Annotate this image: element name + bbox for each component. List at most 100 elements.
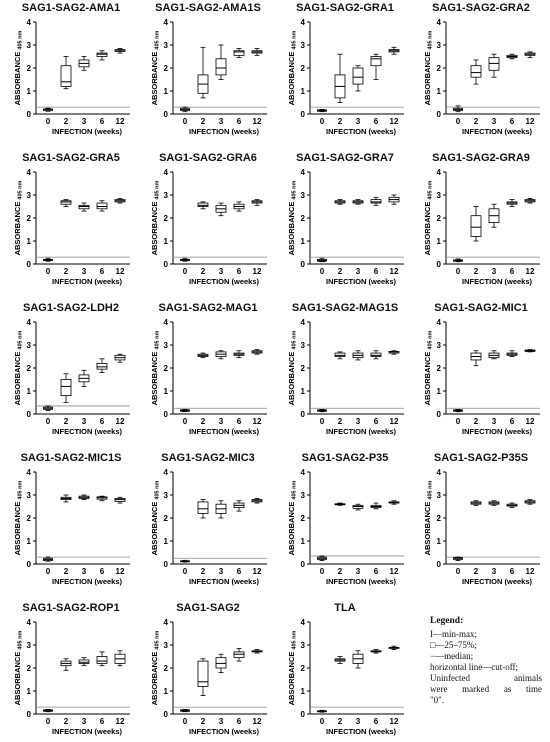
box <box>78 657 90 667</box>
box <box>334 502 346 506</box>
x-tick-label: 2 <box>64 717 69 726</box>
y-tick-label: 2 <box>164 664 169 673</box>
chart-panel: SAG1-SAG2-GRA6 0 1 2 3 4 ABSORBANCE 405 nm 0 2 3 6… <box>139 152 273 292</box>
chart-panel: SAG1-SAG2-P35S 0 1 2 3 4 ABSORBANCE 405 nm 0 2 3 6… <box>412 452 546 592</box>
x-tick-label: 6 <box>100 267 105 276</box>
box <box>251 48 263 56</box>
x-tick-label: 3 <box>356 567 361 576</box>
box <box>334 351 346 360</box>
box <box>251 349 263 355</box>
y-tick-label: 2 <box>437 214 442 223</box>
chart-panel: SAG1-SAG2-GRA7 0 1 2 3 4 ABSORBANCE 405 nm 0 2 3 6… <box>276 152 410 292</box>
x-tick-label: 0 <box>46 717 51 726</box>
box <box>43 709 53 713</box>
chart-panel: TLA 0 1 2 3 4 ABSORBANCE 405 nm 0 2 3 6 12 INFECTION… <box>276 602 410 742</box>
y-tick-label: 3 <box>27 641 32 650</box>
box <box>197 658 209 696</box>
box <box>352 65 364 92</box>
box <box>180 409 190 413</box>
x-tick-label: 3 <box>82 567 87 576</box>
box <box>488 53 500 78</box>
box-iqr <box>60 200 72 205</box>
x-tick-label: 12 <box>526 417 535 426</box>
x-tick-label: 2 <box>338 417 343 426</box>
x-tick-label: 3 <box>492 267 497 276</box>
box-iqr <box>488 57 500 71</box>
box <box>506 199 518 207</box>
x-tick-label: 6 <box>100 567 105 576</box>
y-axis-label: ABSORBANCE 405 nm <box>150 330 161 405</box>
box <box>334 656 346 664</box>
box-iqr <box>197 660 209 687</box>
panel-title: SAG1-SAG2-GRA1 <box>296 2 394 14</box>
panel-title: TLA <box>334 602 356 614</box>
chart-panel: SAG1-SAG2-P35 0 1 2 3 4 ABSORBANCE 405 nm 0 2 3 6 1… <box>276 452 410 592</box>
x-tick-label: 2 <box>338 267 343 276</box>
chart-panel: SAG1-SAG2-GRA9 0 1 2 3 4 ABSORBANCE 405 nm 0 2 3 6… <box>412 152 546 292</box>
x-tick-label: 2 <box>201 567 206 576</box>
x-tick-label: 6 <box>374 267 379 276</box>
x-tick-label: 3 <box>356 267 361 276</box>
box-iqr <box>60 65 72 87</box>
box <box>388 645 400 650</box>
box <box>317 409 327 413</box>
x-tick-label: 6 <box>374 117 379 126</box>
y-tick-label: 4 <box>27 168 32 177</box>
box-iqr <box>370 352 382 357</box>
x-tick-label: 12 <box>253 267 262 276</box>
legend-line: horizontal line—cut-off; <box>430 662 519 672</box>
y-axis-label-sub: 405 nm <box>155 30 161 49</box>
box-iqr <box>96 202 108 210</box>
y-tick-label: 4 <box>27 18 32 27</box>
panel-title: SAG1-SAG2-AMA1S <box>155 2 261 14</box>
chart-panel: SAG1-SAG2 0 1 2 3 4 ABSORBANCE 405 nm 0 2 3 6 12 INF… <box>139 602 273 742</box>
panel-title: SAG1-SAG2-GRA5 <box>22 152 120 164</box>
box-iqr <box>197 501 209 514</box>
x-axis-label: INFECTION (weeks) <box>462 277 533 286</box>
box <box>180 709 190 713</box>
box <box>60 56 72 90</box>
y-tick-label: 4 <box>164 18 169 27</box>
y-tick-label: 2 <box>164 64 169 73</box>
box <box>506 350 518 357</box>
panel-title: SAG1-SAG2 <box>176 602 240 614</box>
box-iqr <box>233 50 245 56</box>
y-axis-label: ABSORBANCE 405 nm <box>13 330 24 405</box>
x-tick-label: 0 <box>320 717 325 726</box>
box <box>43 257 53 262</box>
box <box>233 48 245 59</box>
box <box>352 650 364 669</box>
x-tick-label: 2 <box>474 267 479 276</box>
panel-title: SAG1-SAG2-MIC3 <box>161 452 255 464</box>
chart-panel: SAG1-SAG2-MAG1S 0 1 2 3 4 ABSORBANCE 405 nm 0 2 3… <box>276 302 410 442</box>
y-axis-label-sub: 405 nm <box>18 480 24 499</box>
y-tick-label: 2 <box>437 64 442 73</box>
y-axis-label-sub: 405 nm <box>18 630 24 649</box>
box <box>233 648 245 662</box>
box <box>524 499 536 505</box>
x-tick-label: 3 <box>219 417 224 426</box>
y-tick-label: 2 <box>437 514 442 523</box>
y-tick-label: 4 <box>437 18 442 27</box>
y-axis-label: ABSORBANCE 405 nm <box>423 330 434 405</box>
x-tick-label: 3 <box>492 417 497 426</box>
box <box>453 258 463 263</box>
y-tick-label: 3 <box>301 41 306 50</box>
y-axis-label: ABSORBANCE 405 nm <box>287 480 298 555</box>
y-axis-label: ABSORBANCE 405 nm <box>13 480 24 555</box>
panel-title: SAG1-SAG2-MIC1 <box>434 302 528 314</box>
y-axis-label: ABSORBANCE 405 nm <box>287 630 298 705</box>
y-tick-label: 4 <box>437 468 442 477</box>
box <box>215 653 227 673</box>
y-tick-label: 3 <box>437 41 442 50</box>
x-tick-label: 12 <box>390 567 399 576</box>
box-iqr <box>233 651 245 659</box>
box-iqr <box>370 199 382 204</box>
box <box>488 203 500 228</box>
legend-title: Legend: <box>430 616 464 626</box>
